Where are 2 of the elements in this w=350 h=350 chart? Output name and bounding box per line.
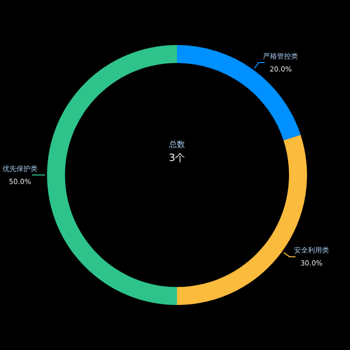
text: 总数 — [168, 140, 185, 149]
text: 3个 — [168, 152, 186, 164]
